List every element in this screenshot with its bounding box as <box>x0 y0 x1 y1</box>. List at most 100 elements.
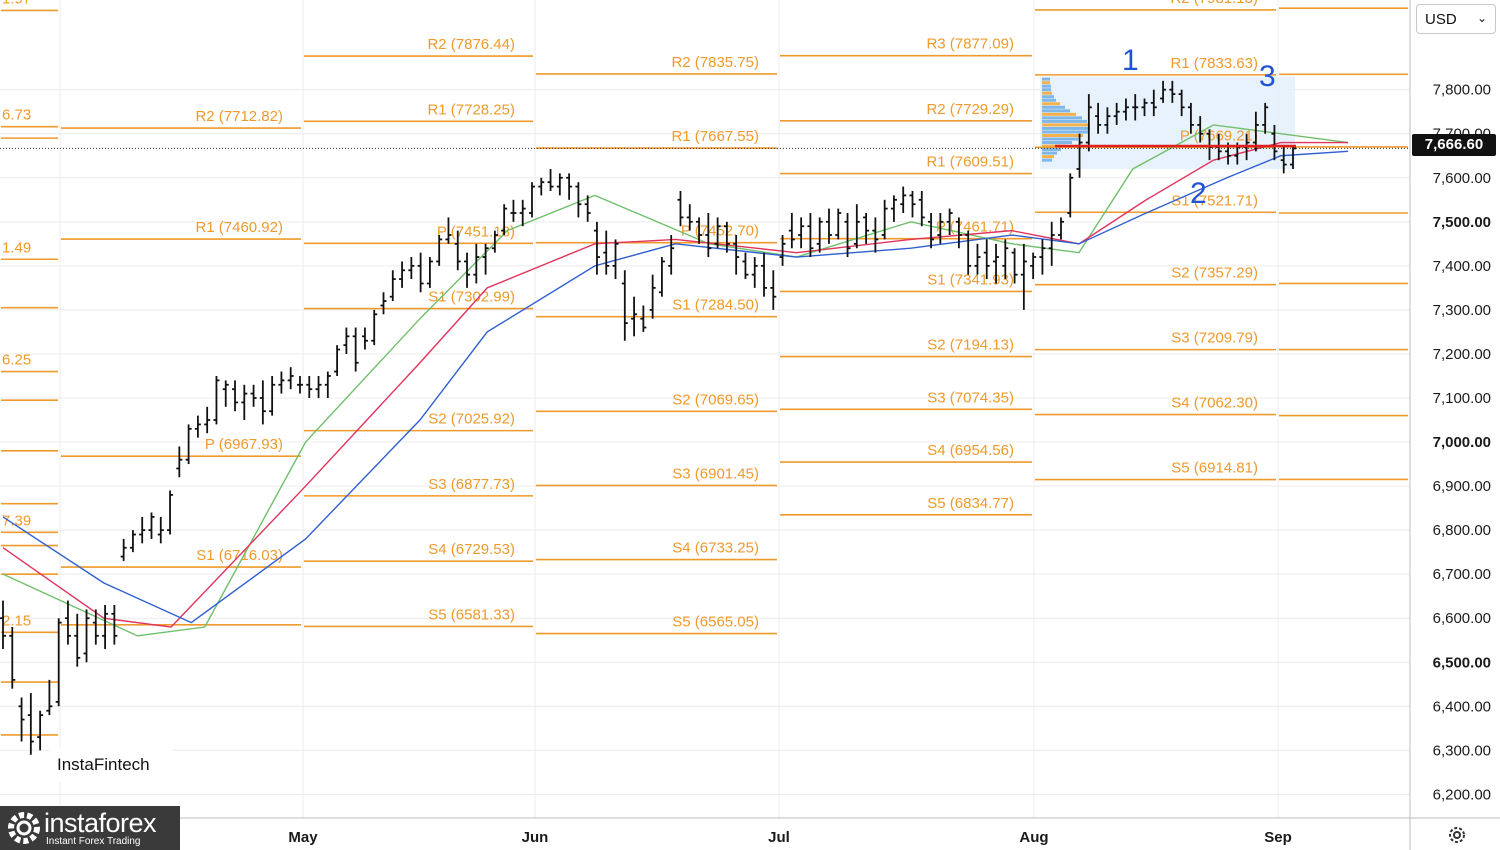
ohlc-bar <box>1169 80 1176 103</box>
pivot-label: S4 (6733.25) <box>672 540 759 557</box>
ohlc-bar <box>92 609 99 645</box>
ohlc-bar <box>454 230 461 271</box>
ohlc-bar <box>1113 102 1120 125</box>
ohlc-bar <box>1178 89 1185 117</box>
ohlc-bar <box>417 252 424 293</box>
volume-profile-bar <box>1042 158 1052 162</box>
volume-profile-bar <box>1042 144 1066 148</box>
ohlc-bar <box>371 309 378 346</box>
ohlc-bar <box>519 199 526 227</box>
ohlc-bar <box>649 274 656 319</box>
ohlc-bar <box>900 186 907 214</box>
pivot-label: S2 (7025.92) <box>428 411 515 428</box>
ohlc-bar <box>194 415 201 438</box>
ohlc-bar <box>1104 107 1111 134</box>
currency-select[interactable]: USD ⌄ <box>1416 4 1496 34</box>
ohlc-bar <box>232 380 239 412</box>
ohlc-bar <box>761 252 768 297</box>
ohlc-bar <box>742 252 749 280</box>
ohlc-bar <box>436 235 443 266</box>
ohlc-bar <box>640 305 647 332</box>
volume-profile-bar <box>1042 141 1072 145</box>
ohlc-bar <box>946 208 953 236</box>
ohlc-bar <box>18 697 25 742</box>
ohlc-bar <box>296 375 303 394</box>
month-tick-label: May <box>288 829 318 846</box>
ohlc-bar <box>1122 98 1129 121</box>
ohlc-bar <box>909 190 916 218</box>
ohlc-bar <box>547 168 554 191</box>
ohlc-bar <box>259 380 266 425</box>
ohlc-bar <box>1067 173 1074 218</box>
volume-profile-bar <box>1042 95 1054 99</box>
price-tick-label: 7,200.00 <box>1433 346 1491 363</box>
ohlc-bar <box>361 327 368 350</box>
volume-profile-bar <box>1042 116 1082 120</box>
pivot-label: R1 (7460.92) <box>195 219 283 236</box>
wave-label-2: 2 <box>1190 177 1207 210</box>
ohlc-bar <box>1085 94 1092 152</box>
ohlc-bar <box>593 221 600 275</box>
time-axis: May Jun Jul Aug Sep <box>288 829 1291 846</box>
ohlc-bar <box>64 600 71 645</box>
volume-profile-bar <box>1042 148 1061 152</box>
ohlc-bar <box>556 173 563 196</box>
ohlc-bar <box>501 204 508 236</box>
ohlc-bar <box>928 213 935 249</box>
ohlc-bar <box>881 199 888 240</box>
pivot-label: 6.25 <box>2 352 31 369</box>
ohlc-bar <box>612 239 619 280</box>
price-tick-label: 6,700.00 <box>1433 566 1491 583</box>
price-tick-label: 7,500.00 <box>1433 214 1491 231</box>
ohlc-bar <box>1011 248 1018 284</box>
logo-name: instaforex <box>44 808 157 838</box>
ohlc-bar <box>445 217 452 244</box>
ohlc-bar <box>102 604 109 650</box>
logo-tagline: Instant Forex Trading <box>46 836 141 847</box>
ohlc-bar <box>139 516 146 544</box>
ohlc-bar <box>723 221 730 253</box>
ohlc-bar <box>1262 102 1269 134</box>
ohlc-bar <box>844 213 851 258</box>
ohlc-bar <box>37 710 44 751</box>
ohlc-bar <box>575 182 582 218</box>
pivot-label: R2 (7981.13) <box>1170 0 1258 7</box>
pivot-label: 1.49 <box>2 239 31 256</box>
volume-profile-bar <box>1042 119 1087 123</box>
ohlc-bar <box>148 512 155 539</box>
chart-annotations <box>0 144 1410 149</box>
ohlc-bar <box>631 296 638 337</box>
chart-credit: InstaFintech <box>49 748 173 782</box>
ohlc-bar <box>825 208 832 244</box>
ohlc-bar <box>129 530 136 553</box>
volume-profile-bar <box>1042 130 1088 134</box>
ohlc-bar <box>1271 124 1278 161</box>
last-price-tag: 7,666.60 <box>1412 134 1496 156</box>
ohlc-bar <box>464 252 471 288</box>
ohlc-bar <box>705 213 712 258</box>
ohlc-bar <box>510 199 517 222</box>
price-tick-label: 7,600.00 <box>1433 170 1491 187</box>
ohlc-bar <box>751 257 758 288</box>
wave-label-3: 3 <box>1259 60 1276 93</box>
settings-gear-icon[interactable] <box>1446 824 1468 846</box>
pivot-label: R2 (7729.29) <box>926 101 1014 118</box>
ohlc-bar <box>1039 239 1046 275</box>
ohlc-bar <box>872 217 879 253</box>
pivot-label: R1 (7609.51) <box>926 154 1014 171</box>
ohlc-bar <box>46 679 53 716</box>
ohlc-bar <box>528 182 535 218</box>
ohlc-bar <box>482 243 489 275</box>
currency-value: USD <box>1425 11 1457 28</box>
ohlc-bar <box>27 693 34 755</box>
price-tick-label: 7,800.00 <box>1433 82 1491 99</box>
volume-profile-bar <box>1042 91 1052 95</box>
ohlc-bar <box>306 375 313 398</box>
ohlc-bar <box>816 217 823 253</box>
ohlc-bar <box>733 235 740 275</box>
pivot-label: R2 (7876.44) <box>427 36 515 53</box>
pivot-label: 1.97 <box>2 0 31 7</box>
wave-label-1: 1 <box>1122 44 1139 77</box>
ohlc-bar <box>1141 98 1148 117</box>
ohlc-bar <box>788 213 795 249</box>
